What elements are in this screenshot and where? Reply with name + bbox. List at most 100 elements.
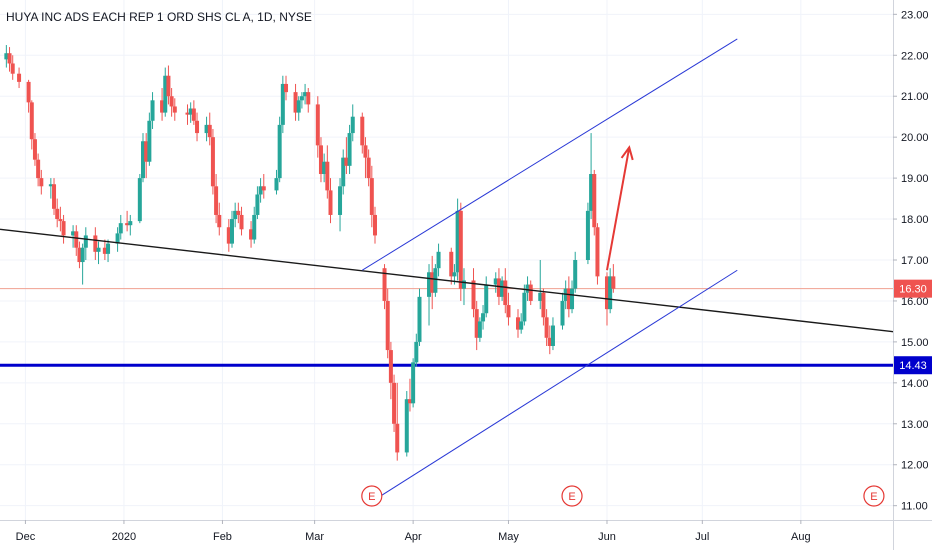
candle-body: [195, 120, 200, 134]
candle-body: [496, 278, 501, 297]
candle-body: [347, 133, 352, 166]
candle: [229, 210, 234, 248]
candle: [52, 178, 57, 215]
candle-body: [74, 231, 79, 248]
candle-body: [118, 223, 123, 234]
candle-body: [32, 139, 37, 160]
candle-body: [204, 124, 209, 134]
candle-body: [315, 104, 320, 146]
candle-body: [115, 233, 120, 244]
candle-body: [102, 247, 107, 254]
candle-body: [233, 210, 238, 220]
x-tick-label: Jun: [598, 531, 616, 543]
candle: [570, 280, 575, 314]
candle-body: [372, 214, 377, 236]
candle-body: [106, 243, 111, 254]
candle-body: [255, 194, 260, 215]
candle: [147, 112, 152, 166]
candle: [341, 149, 346, 195]
channel-upper-line: [362, 38, 738, 271]
candle: [328, 178, 333, 224]
candle-body: [500, 280, 505, 297]
candle-body: [29, 102, 34, 140]
candle: [7, 47, 12, 72]
candle: [185, 104, 190, 125]
x-tick-label: May: [498, 531, 519, 543]
candle: [566, 276, 571, 318]
candle: [372, 206, 377, 244]
candle-body: [566, 288, 571, 310]
support-level-badge: 14.43: [894, 356, 932, 375]
candle-body: [589, 174, 594, 211]
candle-body: [77, 247, 82, 263]
candle: [363, 137, 368, 179]
candle: [407, 378, 412, 412]
candle-body: [185, 112, 190, 115]
candle-body: [560, 300, 565, 326]
trendline: [0, 228, 894, 333]
candle-body: [341, 157, 346, 187]
candle-body: [338, 186, 343, 215]
candle-body: [452, 272, 457, 277]
candle: [573, 251, 578, 293]
chart-grid: [0, 0, 893, 520]
candle: [106, 239, 111, 263]
candle: [303, 83, 308, 105]
earnings-marker-label: E: [568, 491, 575, 503]
candle: [172, 98, 177, 121]
y-tick-label: 15.00: [901, 337, 929, 349]
candle: [17, 67, 22, 89]
candle: [36, 153, 41, 187]
candle: [160, 88, 165, 121]
candle: [277, 116, 282, 183]
last-price-badge-bg: [894, 279, 932, 298]
candle: [516, 309, 521, 338]
candle: [258, 178, 263, 203]
candle: [522, 284, 527, 326]
candle: [102, 239, 107, 260]
candle-body: [506, 305, 511, 318]
y-tick-label: 16.00: [901, 296, 929, 308]
candle: [417, 288, 422, 346]
candle: [296, 96, 301, 121]
last-price-badge: 16.30: [894, 279, 932, 298]
last-price-badge-text: 16.30: [899, 284, 927, 296]
candle: [519, 313, 524, 334]
candle-body: [4, 53, 9, 60]
candle: [274, 169, 279, 195]
candle: [595, 223, 600, 285]
candle-body: [455, 210, 460, 273]
candle-body: [414, 341, 419, 363]
candle: [83, 227, 88, 260]
candle: [458, 202, 463, 301]
candle: [150, 92, 155, 129]
candle-body: [277, 124, 282, 179]
earnings-marker-label: E: [368, 491, 375, 503]
x-tick-label: Dec: [16, 531, 36, 543]
candle: [347, 124, 352, 175]
candle-body: [608, 276, 613, 310]
candle-body: [604, 276, 609, 310]
candle: [449, 247, 454, 285]
candle: [315, 96, 320, 158]
support-level-badge-bg: [894, 356, 932, 375]
candle: [325, 145, 330, 199]
candle-body: [261, 186, 266, 191]
drawing-tools: [0, 38, 894, 502]
candle-body: [293, 92, 298, 113]
candle: [481, 305, 486, 330]
candle: [207, 112, 212, 146]
candle: [382, 264, 387, 310]
candle: [280, 75, 285, 134]
x-tick-label: 2020: [112, 531, 136, 543]
candle-body: [299, 96, 304, 101]
candle: [128, 214, 133, 236]
candle-body: [274, 178, 279, 191]
candle-body: [550, 325, 555, 346]
candle: [608, 268, 613, 314]
candle-body: [493, 278, 498, 285]
projection-arrow-head: [620, 145, 634, 161]
candle: [528, 280, 533, 306]
